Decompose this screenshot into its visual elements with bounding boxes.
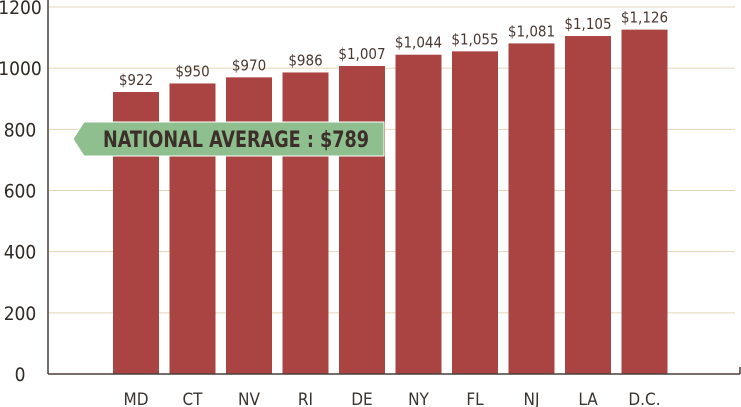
axes [47, 0, 741, 375]
national-average-label: NATIONAL AVERAGE : $789 [103, 128, 369, 153]
x-tick-label-fl: FL [466, 390, 484, 407]
y-tick-label-1200: 1200 [0, 0, 42, 19]
data-label-de: $1,007 [338, 45, 385, 63]
data-label-ny: $1,044 [395, 34, 442, 52]
labels: 0 200 400 600 800 1000 1200 $922 MD $950 CT $970 NV $… [0, 0, 668, 407]
y-tick-label-400: 400 [4, 242, 37, 264]
data-label-ri: $986 [288, 51, 322, 69]
y-tick-label-0: 0 [15, 364, 26, 386]
x-tick-label-ri: RI [298, 390, 313, 407]
x-tick-label-md: MD [124, 390, 149, 407]
x-tick-label-ny: NY [408, 390, 429, 407]
data-label-nj: $1,081 [508, 22, 555, 40]
y-tick-label-600: 600 [4, 181, 37, 203]
bar-ri [282, 72, 329, 374]
y-tick-label-200: 200 [4, 303, 37, 325]
bars [113, 29, 668, 375]
x-tick-label-de: DE [351, 390, 372, 407]
y-tick-label-1000: 1000 [0, 58, 42, 80]
national-average-banner [72, 121, 385, 157]
bar-ny [395, 54, 442, 375]
data-label-md: $922 [119, 71, 153, 89]
x-tick-label-la: LA [578, 390, 598, 407]
data-label-la: $1,105 [564, 15, 611, 33]
bar-fl [452, 51, 498, 375]
x-tick-label-dc: D.C. [628, 390, 660, 407]
bar-dc [621, 29, 668, 375]
bar-de [339, 66, 385, 375]
national-average-annotation: NATIONAL AVERAGE : $789 [72, 121, 385, 157]
x-tick-label-nj: NJ [524, 390, 540, 407]
data-label-dc: $1,126 [621, 9, 668, 27]
data-label-ct: $950 [175, 62, 209, 80]
bar-nj [508, 43, 555, 374]
y-tick-label-800: 800 [4, 119, 37, 141]
data-label-nv: $970 [232, 56, 266, 74]
x-tick-label-nv: NV [238, 390, 260, 407]
data-label-fl: $1,055 [451, 30, 498, 48]
bar-la [565, 36, 611, 374]
x-tick-label-ct: CT [182, 390, 203, 407]
